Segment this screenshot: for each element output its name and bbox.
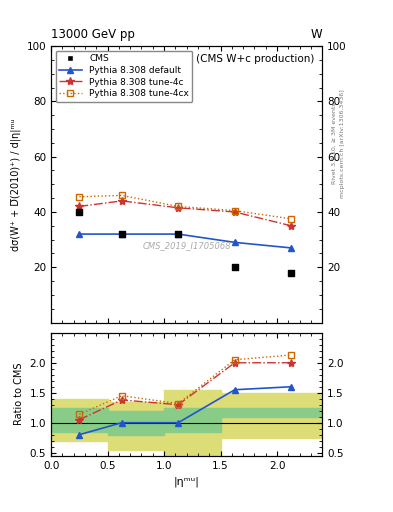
Text: CMS_2019_I1705068: CMS_2019_I1705068 bbox=[142, 241, 231, 250]
Text: ηℓ (CMS W+c production): ηℓ (CMS W+c production) bbox=[182, 54, 314, 65]
Point bbox=[175, 230, 181, 238]
Y-axis label: Ratio to CMS: Ratio to CMS bbox=[14, 363, 24, 425]
Point bbox=[288, 269, 294, 277]
X-axis label: |ηᵐᵘ|: |ηᵐᵘ| bbox=[174, 476, 200, 486]
Point bbox=[76, 208, 83, 216]
Text: mcplots.cern.ch [arXiv:1306.3436]: mcplots.cern.ch [arXiv:1306.3436] bbox=[340, 89, 345, 198]
Legend: CMS, Pythia 8.308 default, Pythia 8.308 tune-4c, Pythia 8.308 tune-4cx: CMS, Pythia 8.308 default, Pythia 8.308 … bbox=[55, 51, 193, 102]
Point bbox=[231, 263, 238, 271]
Text: Rivet 3.1.10, ≥ 3M events: Rivet 3.1.10, ≥ 3M events bbox=[332, 102, 337, 184]
Point bbox=[119, 230, 125, 238]
Y-axis label: dσ(W⁺ + D̅(2010)⁺) / d|η|ᵐᵘ: dσ(W⁺ + D̅(2010)⁺) / d|η|ᵐᵘ bbox=[11, 118, 21, 250]
Text: W: W bbox=[310, 28, 322, 40]
Text: 13000 GeV pp: 13000 GeV pp bbox=[51, 28, 135, 40]
